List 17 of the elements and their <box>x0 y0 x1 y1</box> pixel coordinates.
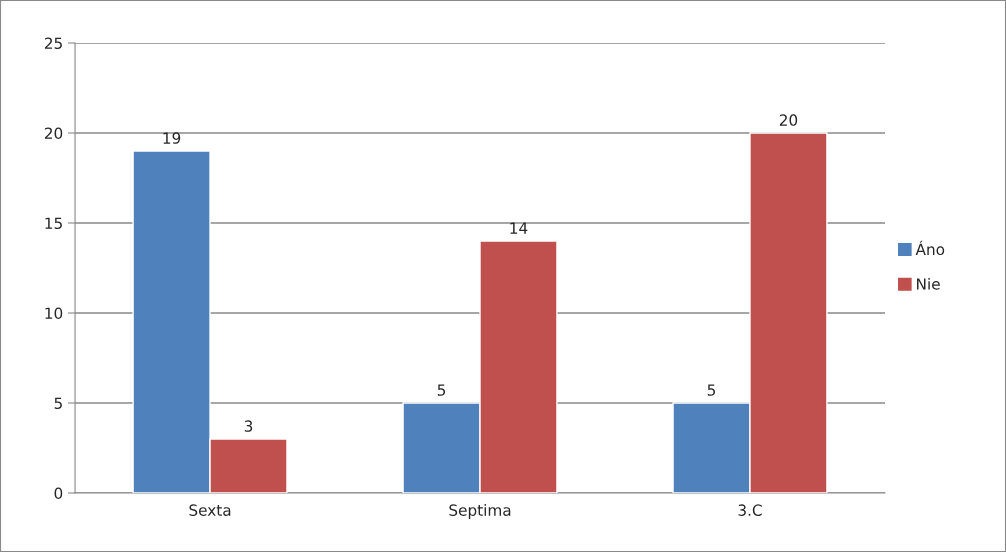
data-label: 5 <box>437 384 446 396</box>
data-label: 14 <box>510 222 528 234</box>
legend-label: Áno <box>915 240 945 256</box>
y-tick-label: 20 <box>44 127 63 140</box>
y-tick-label: 10 <box>45 307 63 320</box>
data-label: 19 <box>163 132 181 144</box>
y-tick-label: 0 <box>54 487 63 500</box>
x-tick-label: Sexta <box>189 504 231 516</box>
x-tick-label: Septima <box>449 504 511 519</box>
legend-label: Nie <box>917 277 940 290</box>
y-tick-label: 25 <box>44 37 62 50</box>
data-label: 20 <box>779 114 798 126</box>
y-tick-label: 5 <box>54 397 62 410</box>
data-label: 5 <box>707 384 716 396</box>
y-tick-label: 15 <box>45 217 62 230</box>
data-label: 3 <box>244 420 253 432</box>
x-tick-label: 3.C <box>738 504 762 516</box>
